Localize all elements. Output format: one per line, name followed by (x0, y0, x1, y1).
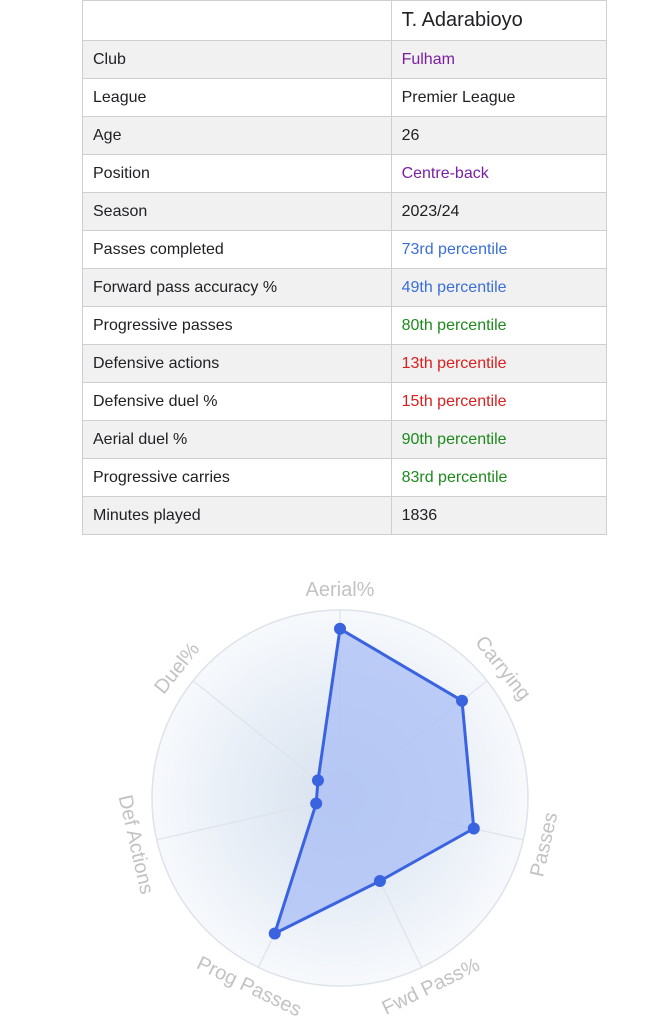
radar-spoke (156, 797, 341, 841)
player-stats-table: T. Adarabioyo Club Fulham League Premier Le… (82, 0, 608, 535)
row-label: Progressive passes (82, 306, 392, 345)
row-value: 26 (390, 116, 608, 155)
table-row: Aerial duel % 90th percentile (82, 420, 608, 459)
radar-point-passes (467, 822, 480, 835)
row-value: 1836 (390, 496, 608, 535)
radar-point-carrying (455, 694, 468, 707)
row-value: Centre-back (390, 154, 608, 193)
row-value: 83rd percentile (390, 458, 608, 497)
row-label: Club (82, 40, 392, 79)
row-label: Progressive carries (82, 458, 392, 497)
radar-point-duel (311, 774, 324, 787)
player-name: T. Adarabioyo (390, 0, 608, 41)
table-row: Minutes played 1836 (82, 496, 608, 535)
row-value: 15th percentile (390, 382, 608, 421)
table-row: Defensive actions 13th percentile (82, 344, 608, 383)
radar-point-fwd-pass (373, 874, 386, 887)
radar-axis-label: Aerial% (306, 579, 375, 601)
row-value: 73rd percentile (390, 230, 608, 269)
table-row: Defensive duel % 15th percentile (82, 382, 608, 421)
radar-point-prog-passes (268, 927, 281, 940)
row-value: 80th percentile (390, 306, 608, 345)
row-label: Defensive duel % (82, 382, 392, 421)
row-value: 49th percentile (390, 268, 608, 307)
table-row: Club Fulham (82, 40, 608, 79)
row-value: Premier League (390, 78, 608, 117)
table-row: Passes completed 73rd percentile (82, 230, 608, 269)
table-row: Season 2023/24 (82, 192, 608, 231)
row-label: Position (82, 154, 392, 193)
row-value: Fulham (390, 40, 608, 79)
row-label: Forward pass accuracy % (82, 268, 392, 307)
row-value: 90th percentile (390, 420, 608, 459)
table-row: League Premier League (82, 78, 608, 117)
row-label: Season (82, 192, 392, 231)
row-value: 2023/24 (390, 192, 608, 231)
radar-axis-label: Passes (526, 810, 562, 879)
row-label: League (82, 78, 392, 117)
table-row: Age 26 (82, 116, 608, 155)
radar-point-def-actions (310, 797, 323, 810)
row-label: Age (82, 116, 392, 155)
row-label: Minutes played (82, 496, 392, 535)
row-value: 13th percentile (390, 344, 608, 383)
table-row: Position Centre-back (82, 154, 608, 193)
radar-axis-label: Def Actions (114, 793, 158, 897)
header-empty-cell (82, 0, 392, 41)
table-row: Forward pass accuracy % 49th percentile (82, 268, 608, 307)
radar-chart: Aerial% Carrying Passes Fwd Pass% Prog Passe… (0, 560, 662, 1024)
radar-point-aerial (334, 622, 346, 635)
table-row: Progressive passes 80th percentile (82, 306, 608, 345)
table-row: Progressive carries 83rd percentile (82, 458, 608, 497)
row-label: Aerial duel % (82, 420, 392, 459)
row-label: Passes completed (82, 230, 392, 269)
row-label: Defensive actions (82, 344, 392, 383)
table-header-row: T. Adarabioyo (82, 0, 608, 41)
